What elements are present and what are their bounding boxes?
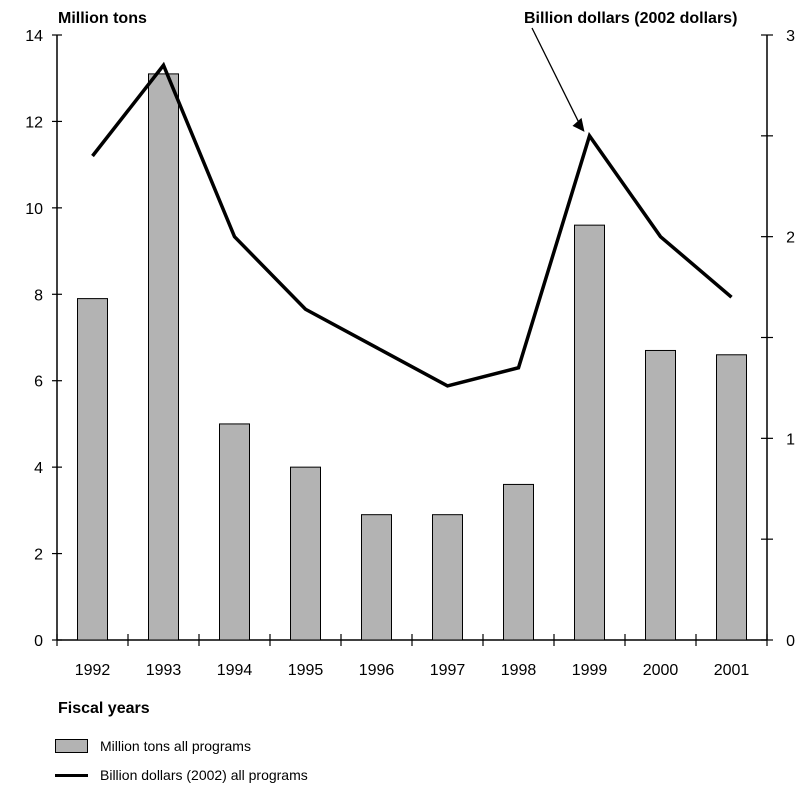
x-tick-label: 1994 — [217, 662, 253, 679]
bar — [148, 73, 179, 641]
left-tick-label: 4 — [34, 460, 43, 477]
annotation-arrow — [531, 27, 582, 127]
x-tick-label: 1997 — [430, 662, 466, 679]
x-tick-label: 2001 — [714, 662, 750, 679]
x-tick-label: 1998 — [501, 662, 537, 679]
bar — [503, 483, 534, 641]
left-tick-label: 2 — [34, 547, 43, 564]
bar — [77, 298, 108, 641]
left-tick-label: 12 — [25, 114, 43, 131]
x-tick-label: 1992 — [75, 662, 111, 679]
legend-label-bars: Million tons all programs — [100, 738, 251, 754]
left-tick-label: 8 — [34, 287, 43, 304]
right-tick-label: 0 — [786, 633, 795, 650]
x-tick-label: 1993 — [146, 662, 182, 679]
left-tick-label: 0 — [34, 633, 43, 650]
annotation-arrowhead — [572, 117, 585, 132]
bar — [432, 514, 463, 641]
legend-item-line: Billion dollars (2002) all programs — [55, 767, 308, 783]
right-tick-label: 1 — [786, 431, 795, 448]
line-series — [91, 61, 733, 388]
legend-item-bars: Million tons all programs — [55, 738, 251, 754]
bar — [361, 514, 392, 641]
legend-label-line: Billion dollars (2002) all programs — [100, 767, 308, 783]
x-tick-label: 1995 — [288, 662, 324, 679]
line-swatch — [55, 773, 88, 777]
bar-swatch — [55, 739, 88, 753]
x-tick-label: 1999 — [572, 662, 608, 679]
left-tick-label: 6 — [34, 374, 43, 391]
left-axis-title: Million tons — [58, 10, 147, 27]
x-tick-label: 1996 — [359, 662, 395, 679]
x-axis-title: Fiscal years — [58, 700, 150, 717]
x-tick-label: 2000 — [643, 662, 679, 679]
bar — [716, 354, 747, 641]
right-tick-label: 2 — [786, 230, 795, 247]
bar — [645, 349, 676, 641]
bar — [574, 224, 605, 641]
left-tick-label: 14 — [25, 28, 43, 45]
right-tick-label: 3 — [786, 28, 795, 45]
bar — [219, 423, 250, 641]
left-tick-label: 10 — [25, 201, 43, 218]
right-axis-title: Billion dollars (2002 dollars) — [524, 10, 738, 27]
bar — [290, 466, 321, 641]
